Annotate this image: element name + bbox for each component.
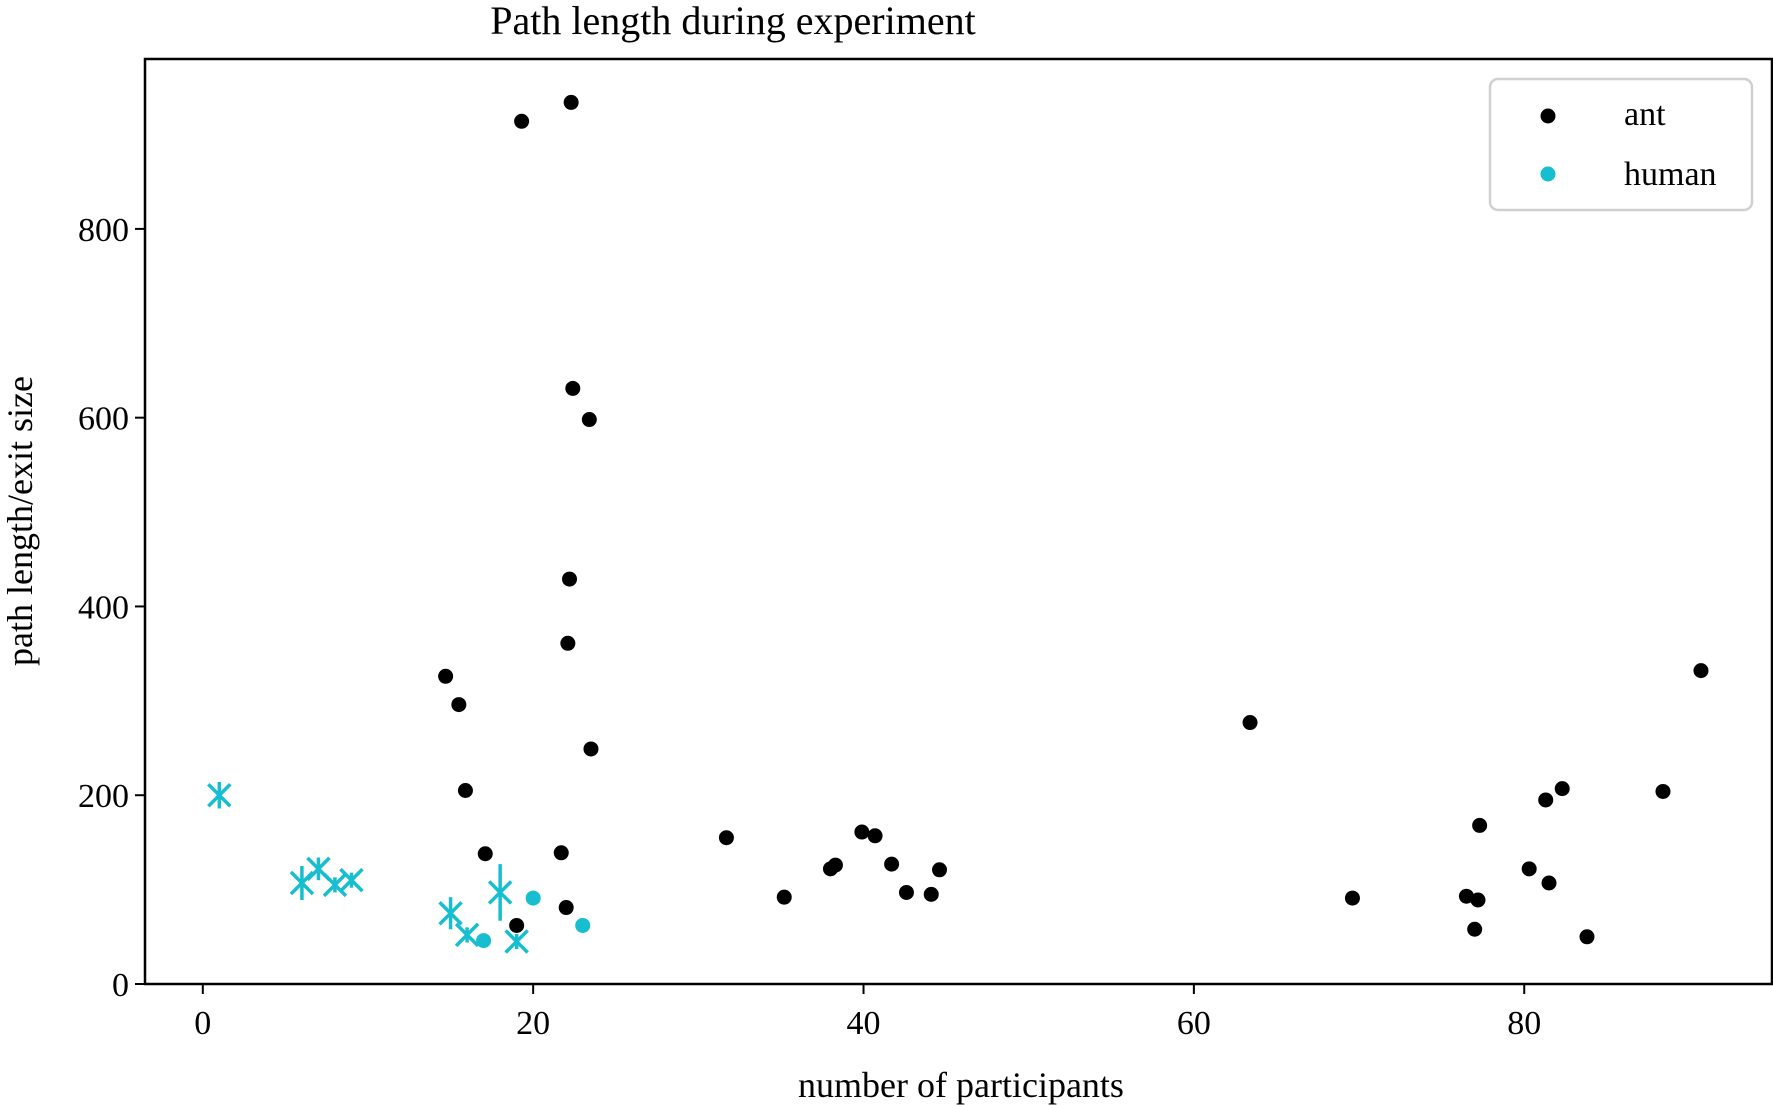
ant-point (1538, 792, 1554, 808)
ant-point (509, 917, 525, 933)
ant-point (776, 889, 792, 905)
plot-points (438, 94, 1709, 949)
legend-box (1488, 77, 1754, 212)
y-tick-label: 600 (78, 401, 129, 438)
ant-point (898, 884, 914, 900)
ant-point (1467, 921, 1483, 937)
y-axis: 0 200 400 600 800 (78, 212, 145, 1004)
human-point (476, 933, 492, 949)
ant-point (718, 830, 734, 846)
ant-point (1521, 861, 1537, 877)
ant-point (1554, 781, 1570, 797)
y-tick-label: 400 (78, 589, 129, 626)
ant-point (1470, 892, 1486, 908)
human-error-marker (207, 782, 232, 809)
ant-point (1472, 817, 1488, 833)
ant-point (1579, 929, 1595, 945)
y-tick-label: 0 (112, 967, 129, 1004)
human-point (575, 917, 591, 933)
ant-point (565, 380, 581, 396)
human-error-marker (322, 872, 348, 898)
y-tick-label: 800 (78, 212, 129, 249)
ant-point (884, 856, 900, 872)
human-error-marker (438, 897, 463, 930)
ant-point (923, 886, 939, 902)
ant-point (438, 668, 454, 684)
ant-point (560, 635, 576, 651)
x-axis-label: number of participants (798, 1065, 1124, 1105)
ant-point (1541, 875, 1557, 891)
ant-point (932, 862, 948, 878)
ant-point (1344, 890, 1360, 906)
x-tick-label: 80 (1507, 1005, 1541, 1042)
ant-point (1693, 663, 1709, 679)
y-axis-label: path length/exit size (0, 376, 40, 666)
ant-point (581, 412, 597, 428)
legend: ant human (1488, 77, 1754, 212)
legend-label-ant: ant (1624, 96, 1666, 133)
x-tick-label: 20 (516, 1005, 550, 1042)
ant-point (451, 697, 467, 713)
ant-point (583, 741, 599, 757)
ant-point (457, 783, 473, 799)
ant-point (1655, 783, 1671, 799)
ant-point (558, 900, 574, 916)
human-point (525, 890, 541, 906)
x-tick-label: 40 (847, 1005, 881, 1042)
x-tick-label: 60 (1177, 1005, 1211, 1042)
ant-point (1458, 888, 1474, 904)
human-error-marker (339, 867, 364, 893)
human-error-marker (487, 864, 513, 921)
ant-point (1242, 715, 1258, 731)
chart-title: Path length during experiment (490, 0, 975, 43)
ant-point (562, 571, 578, 587)
human-error-marker (504, 929, 529, 954)
x-axis: 0 20 40 60 80 (194, 984, 1541, 1042)
ant-point (514, 113, 530, 129)
ant-point (553, 845, 569, 861)
plot-area-frame (143, 57, 1773, 986)
legend-marker-ant (1540, 108, 1556, 124)
human-error-marker (454, 922, 480, 948)
legend-marker-human (1540, 166, 1556, 182)
ant-point (477, 846, 493, 862)
ant-point (854, 824, 870, 840)
y-tick-label: 200 (78, 778, 129, 815)
ant-point (827, 857, 843, 873)
plot-markers (207, 782, 529, 954)
legend-label-human: human (1624, 156, 1717, 193)
ant-point (563, 94, 579, 110)
x-tick-label: 0 (194, 1005, 211, 1042)
ant-point (867, 828, 883, 844)
human-error-marker (289, 866, 315, 900)
